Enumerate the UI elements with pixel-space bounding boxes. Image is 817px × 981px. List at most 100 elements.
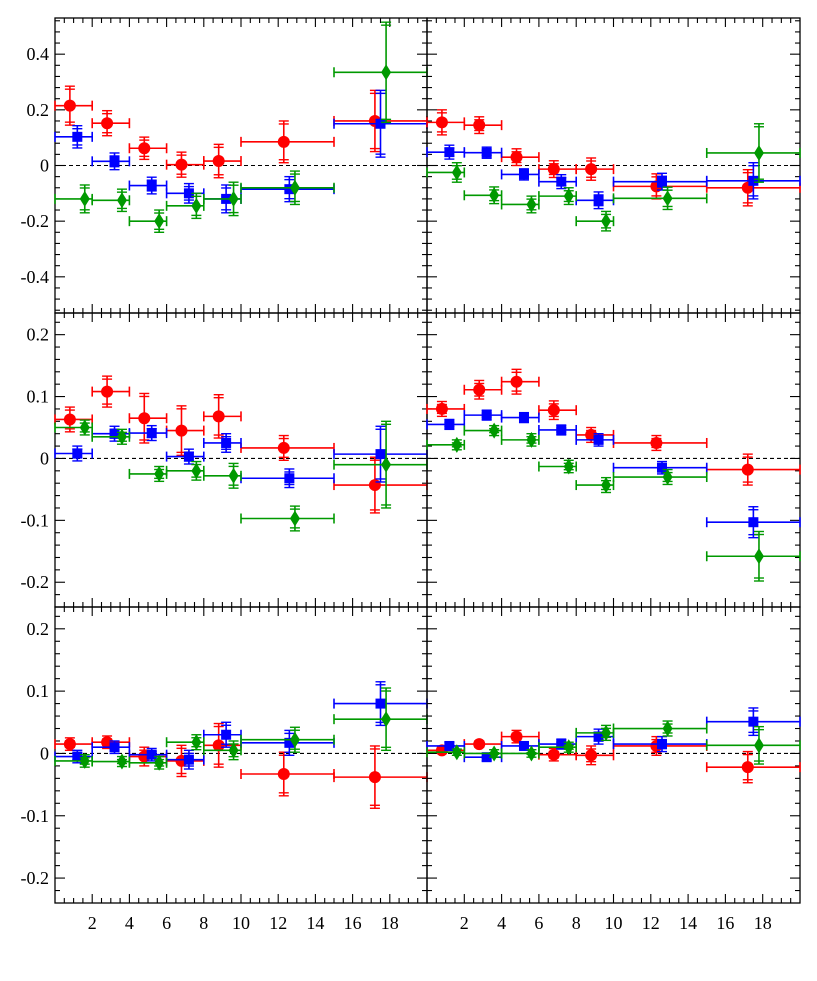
marker-square [444, 419, 455, 430]
data-point [333, 745, 428, 809]
marker-circle [473, 383, 486, 396]
marker-square [518, 169, 529, 180]
marker-diamond [228, 190, 239, 207]
data-point [91, 109, 131, 137]
data-point [426, 162, 466, 183]
marker-square [146, 749, 157, 760]
marker-circle [585, 163, 598, 176]
marker-diamond [154, 213, 165, 230]
x-tick-label: 6 [534, 913, 543, 933]
x-tick-label: 16 [344, 913, 362, 933]
y-tick-label: 0 [40, 743, 49, 763]
data-point [240, 726, 335, 753]
marker-diamond [526, 745, 537, 762]
series-green [54, 21, 428, 233]
data-point [333, 687, 428, 752]
marker-square [748, 716, 759, 727]
data-point [240, 505, 335, 532]
marker-circle [473, 738, 486, 751]
data-point [538, 458, 578, 475]
marker-square [284, 473, 295, 484]
data-point [612, 468, 708, 486]
marker-square [593, 434, 604, 445]
data-point [128, 136, 168, 161]
data-point [203, 143, 242, 179]
marker-diamond [228, 467, 239, 484]
marker-square [375, 118, 386, 129]
x-tick-label: 12 [269, 913, 287, 933]
data-point [426, 436, 466, 453]
data-point [333, 425, 428, 483]
marker-circle [435, 116, 448, 129]
data-point [54, 445, 93, 462]
y-tick-label: 0.2 [27, 100, 50, 120]
series-red [54, 722, 428, 809]
marker-square [221, 437, 232, 448]
data-point [538, 424, 578, 436]
marker-diamond [563, 188, 574, 205]
marker-diamond [79, 190, 90, 207]
marker-circle [650, 436, 663, 449]
marker-square [146, 428, 157, 439]
data-point [575, 745, 615, 766]
marker-circle [741, 761, 754, 774]
marker-circle [101, 385, 114, 398]
panel-bottom-left: 0.2 0.1 0 -0.1 -0.2 2 4 6 8 10 12 14 16 18 [21, 606, 428, 933]
data-point [333, 456, 428, 514]
data-point [500, 368, 540, 395]
data-point [500, 411, 540, 424]
data-point [203, 462, 242, 489]
data-point [612, 720, 708, 737]
y-tick-label: -0.1 [21, 510, 50, 530]
marker-circle [547, 404, 560, 417]
series-red [54, 375, 428, 514]
marker-square [656, 462, 667, 473]
marker-diamond [79, 419, 90, 436]
marker-diamond [191, 734, 202, 751]
marker-circle [63, 99, 76, 112]
x-tick-label: 2 [88, 913, 97, 933]
marker-circle [138, 412, 151, 425]
panel-bottom-right: 2 4 6 8 10 12 14 16 18 [426, 606, 801, 933]
data-point [463, 146, 503, 159]
data-point [54, 406, 93, 433]
data-point [240, 120, 335, 164]
marker-circle [63, 738, 76, 751]
marker-square [72, 448, 83, 459]
data-point [165, 448, 205, 465]
x-tick-label: 16 [716, 913, 734, 933]
x-tick-label: 8 [572, 913, 581, 933]
marker-square [375, 449, 386, 460]
data-point [426, 144, 466, 160]
series-green [54, 419, 428, 532]
panel-middle-right [426, 312, 801, 608]
data-point [612, 460, 708, 475]
y-tick-label: 0.4 [27, 44, 50, 64]
x-tick-label: 18 [754, 913, 772, 933]
data-point [54, 85, 93, 126]
marker-square [656, 176, 667, 187]
marker-diamond [79, 752, 90, 769]
marker-diamond [191, 197, 202, 214]
y-tick-label: -0.2 [21, 572, 50, 592]
marker-square [109, 156, 120, 167]
marker-square [656, 739, 667, 750]
marker-circle [277, 768, 290, 781]
data-point [165, 734, 205, 751]
data-point [54, 737, 93, 752]
marker-circle [368, 771, 381, 784]
data-point [463, 422, 503, 439]
marker-circle [547, 748, 560, 761]
marker-diamond [563, 458, 574, 475]
marker-diamond [228, 742, 239, 759]
marker-square [183, 188, 194, 199]
y-tick-label: -0.4 [21, 267, 50, 287]
data-point [91, 428, 131, 445]
marker-circle [212, 155, 225, 168]
panel-frame [426, 312, 801, 608]
data-point [705, 530, 801, 582]
y-tick-label: 0 [40, 448, 49, 468]
marker-square [556, 424, 567, 435]
data-point [333, 21, 428, 124]
x-tick-label: 4 [125, 913, 134, 933]
